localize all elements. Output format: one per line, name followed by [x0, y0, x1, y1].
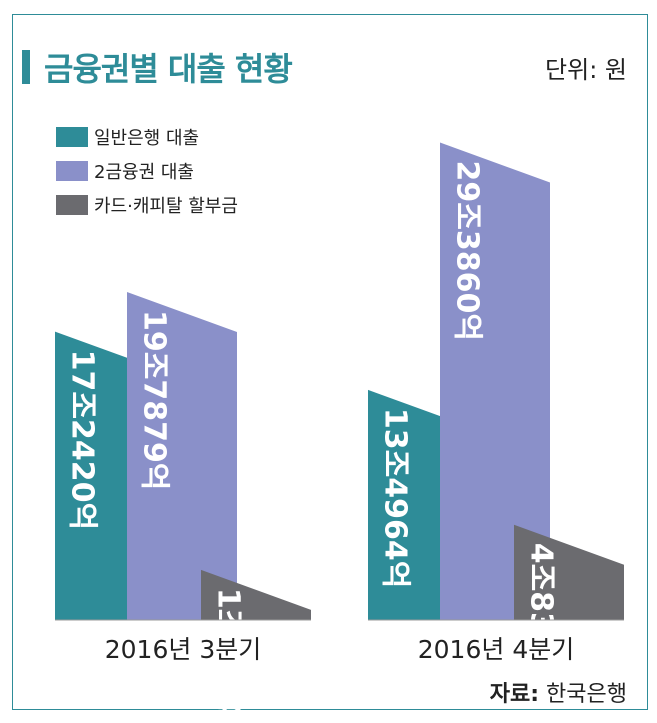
value-label-1-0: 19조7879억	[137, 310, 172, 490]
legend-item-card: 카드·캐피탈 할부금	[56, 188, 238, 222]
value-label-2-0: 1조9374억	[211, 588, 246, 723]
bar-1-0	[127, 291, 237, 620]
source-note: 자료: 한국은행	[490, 676, 627, 708]
source-label: 자료:	[489, 682, 540, 707]
legend-swatch-bank	[56, 127, 88, 147]
category-label-0: 2016년 3분기	[105, 635, 261, 664]
unit-label: 단위: 원	[545, 56, 627, 84]
legend-label-card: 카드·캐피탈 할부금	[94, 196, 238, 217]
title-accent-bar	[22, 50, 30, 84]
value-label-0-0: 17조2420억	[65, 350, 100, 530]
value-label-2-1: 4조8364억	[524, 543, 559, 703]
value-label-0-1: 13조4964억	[378, 408, 413, 588]
value-label-1-1: 29조3860억	[450, 161, 485, 341]
legend-item-bank: 일반은행 대출	[56, 120, 238, 154]
legend-label-second-tier: 2금융권 대출	[94, 162, 194, 183]
legend-label-bank: 일반은행 대출	[94, 128, 200, 149]
bar-2-1	[514, 524, 624, 620]
legend-swatch-second-tier	[56, 161, 88, 181]
legend: 일반은행 대출 2금융권 대출 카드·캐피탈 할부금	[56, 120, 238, 222]
legend-item-second-tier: 2금융권 대출	[56, 154, 238, 188]
bar-2-0	[201, 569, 311, 620]
legend-swatch-card	[56, 195, 88, 215]
category-label-1: 2016년 4분기	[418, 635, 574, 664]
bar-1-1	[440, 142, 550, 621]
source-value: 한국은행	[546, 682, 627, 707]
chart-title: 금융권별 대출 현황	[44, 50, 293, 88]
